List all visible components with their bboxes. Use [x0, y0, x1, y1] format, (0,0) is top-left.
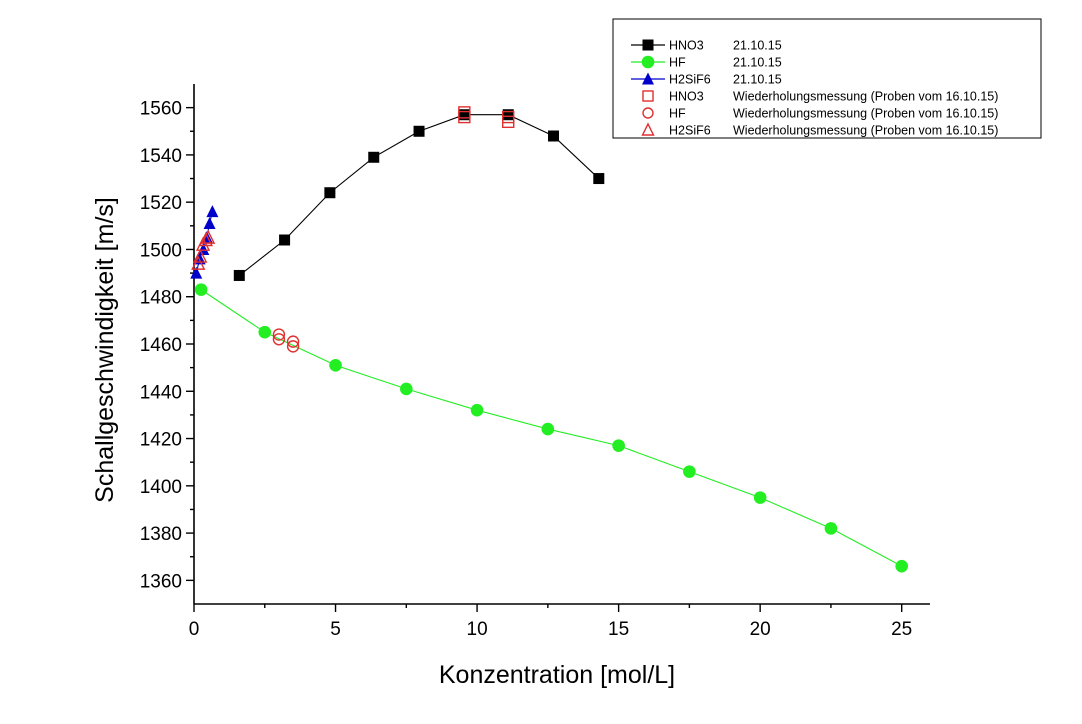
data-point — [286, 335, 300, 348]
legend-date: Wiederholungsmessung (Proben vom 16.10.1… — [733, 107, 998, 121]
series-layer — [190, 106, 908, 573]
y-axis-title: Schallgeschwindigkeit [m/s] — [91, 197, 119, 503]
legend-marker — [642, 107, 654, 119]
x-axis-title: Konzentration [mol/L] — [439, 661, 675, 689]
data-point — [258, 325, 272, 339]
data-point — [233, 269, 245, 281]
data-point — [541, 422, 555, 436]
data-point — [458, 109, 470, 121]
data-point — [206, 205, 219, 218]
legend-marker — [641, 122, 655, 136]
x-tick-label: 25 — [891, 619, 912, 640]
legend-marker — [642, 39, 654, 51]
data-point — [272, 333, 286, 346]
x-tick-label: 20 — [750, 619, 771, 640]
data-point — [368, 151, 380, 163]
series-h2sif6-repeat — [191, 229, 216, 270]
series-hf-repeat — [272, 328, 300, 353]
data-point — [400, 382, 413, 396]
legend-date: Wiederholungsmessung (Proben vom 16.10.1… — [733, 124, 998, 138]
legend-marker — [642, 90, 654, 102]
y-tick-label: 1380 — [140, 524, 182, 545]
series-hno3-repeat — [458, 106, 515, 129]
y-tick-label: 1400 — [140, 477, 182, 498]
series-hno3-main — [233, 109, 605, 281]
legend-label: H2SiF6 — [669, 124, 711, 138]
legend-date: 21.10.15 — [733, 39, 782, 53]
data-point — [683, 465, 696, 478]
legend-date: 21.10.15 — [733, 73, 782, 87]
y-tick-label: 1480 — [140, 288, 182, 309]
legend: HNO3 21.10.15 HF 21.10.15 H2SiF6 21.10.15 HNO3… — [612, 18, 1042, 139]
data-point — [286, 340, 300, 353]
data-point — [502, 109, 514, 121]
data-point — [612, 439, 625, 452]
data-point — [413, 125, 425, 137]
series-line — [238, 114, 600, 276]
data-point — [329, 358, 342, 372]
legend-label: HF — [669, 107, 686, 121]
x-tick-label: 10 — [467, 619, 488, 640]
legend-label: HNO3 — [669, 39, 704, 53]
y-tick-label: 1460 — [140, 335, 182, 356]
y-tick-label: 1420 — [140, 430, 182, 451]
data-point — [502, 115, 515, 129]
y-tick-label: 1520 — [140, 193, 182, 214]
data-point — [198, 231, 214, 247]
legend-marker — [641, 55, 655, 69]
y-tick-label: 1560 — [140, 99, 182, 120]
data-point — [191, 255, 206, 270]
x-tick-label: 15 — [608, 619, 629, 640]
data-point — [458, 110, 471, 124]
y-tick-label: 1360 — [140, 571, 182, 592]
legend-marker — [642, 72, 654, 85]
x-tick-label: 0 — [189, 619, 200, 640]
data-point — [324, 187, 336, 199]
series-hf-main — [194, 283, 908, 573]
y-tick-label: 1540 — [140, 146, 182, 167]
data-point — [190, 266, 203, 279]
axes: 1360138014001420144014601480150015201540… — [91, 84, 930, 689]
y-tick-label: 1500 — [140, 240, 182, 261]
data-point — [279, 234, 291, 246]
data-point — [593, 173, 605, 185]
data-point — [548, 130, 560, 142]
data-point — [203, 216, 216, 229]
y-tick-label: 1440 — [140, 382, 182, 403]
legend-date: 21.10.15 — [733, 56, 782, 70]
data-point — [193, 248, 208, 263]
legend-label: H2SiF6 — [669, 73, 711, 87]
data-point — [470, 403, 484, 417]
data-point — [272, 328, 286, 341]
data-point — [197, 242, 210, 255]
legend-label: HNO3 — [669, 90, 704, 104]
data-point — [895, 559, 908, 573]
data-point — [753, 491, 767, 504]
legend-date: Wiederholungsmessung (Proben vom 16.10.1… — [733, 90, 998, 104]
data-point — [194, 283, 208, 296]
legend-box — [612, 18, 1042, 139]
data-point — [824, 522, 838, 535]
data-point — [201, 229, 216, 244]
legend-label: HF — [669, 56, 686, 70]
x-tick-label: 5 — [330, 619, 341, 640]
